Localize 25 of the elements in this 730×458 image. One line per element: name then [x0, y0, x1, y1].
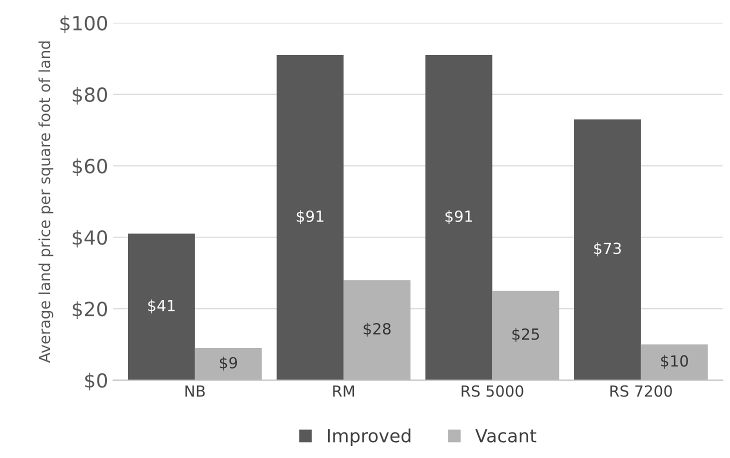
legend-label: Improved [328, 428, 410, 446]
x-tick-label: RS 7200 [610, 385, 672, 397]
y-tick-label: $40 [72, 230, 107, 248]
bar [425, 55, 492, 380]
data-label: $91 [296, 210, 324, 224]
data-label: $9 [220, 356, 238, 371]
data-label: $25 [512, 328, 539, 342]
bar [574, 119, 641, 380]
x-tick-label: RM [333, 385, 354, 397]
x-tick-label: NB [185, 385, 205, 397]
data-label: $73 [594, 242, 621, 256]
bar [276, 55, 344, 380]
y-tick-label: $20 [72, 301, 107, 319]
bar [128, 234, 195, 380]
data-label: $28 [364, 322, 391, 337]
legend-label: Vacant [475, 429, 536, 443]
y-tick-label: $0 [85, 372, 107, 390]
data-label: $91 [445, 210, 472, 224]
x-tick-label: RS 5000 [462, 385, 524, 397]
data-label: $41 [148, 300, 175, 314]
y-tick-label: $60 [72, 158, 107, 176]
y-axis-title: Average land price per square foot of land [38, 41, 54, 363]
data-label: $10 [661, 354, 688, 369]
y-tick-label: $80 [72, 86, 107, 105]
y-tick-label: $100 [60, 16, 107, 34]
